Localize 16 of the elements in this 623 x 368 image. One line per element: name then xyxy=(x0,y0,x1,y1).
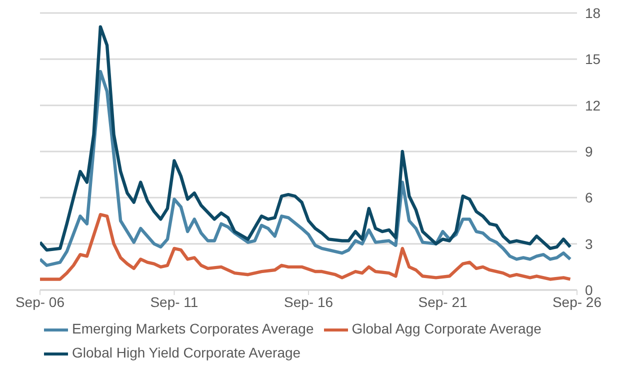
x-tick-label: Sep- 11 xyxy=(150,294,198,310)
y-tick-label: 3 xyxy=(585,236,593,252)
y-tick-label: 18 xyxy=(585,4,601,21)
y-tick-label: 9 xyxy=(585,143,593,160)
line-series xyxy=(40,212,572,281)
legend-label: Emerging Markets Corporates Average xyxy=(72,320,314,337)
y-tick-label: 15 xyxy=(585,51,601,68)
x-tick-label: Sep- 21 xyxy=(418,294,468,310)
y-tick-label: 6 xyxy=(585,190,593,206)
line-series xyxy=(40,70,572,267)
x-tick-label: Sep- 16 xyxy=(284,294,334,310)
line-series xyxy=(40,25,572,252)
legend-label: Global Agg Corporate Average xyxy=(352,320,542,337)
x-tick-label: Sep- 06 xyxy=(15,294,65,310)
legend-label: Global High Yield Corporate Average xyxy=(72,344,301,361)
y-tick-label: 12 xyxy=(585,97,601,114)
